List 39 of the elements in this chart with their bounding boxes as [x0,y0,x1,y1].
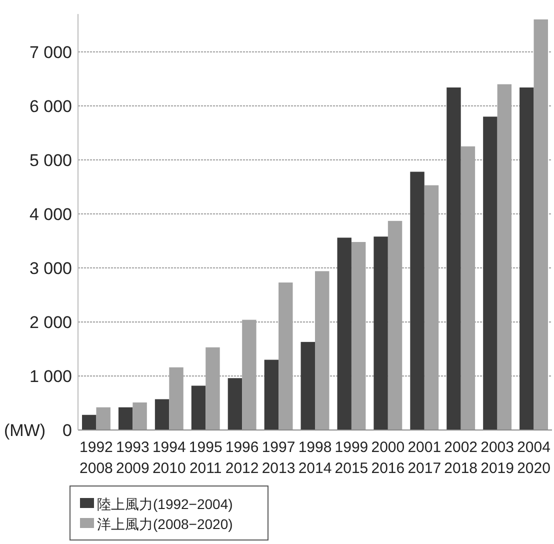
bar [118,407,133,430]
y-tick-label: 3 000 [29,258,72,278]
y-tick-label: 5 000 [29,150,72,170]
bar [228,378,242,430]
x-tick-label: 1995 2011 [188,439,222,477]
bar [374,236,388,430]
bar [96,407,110,430]
x-tick-label: 1992 2008 [80,439,113,477]
x-tick-label: 2000 2016 [371,439,405,477]
x-tick-label: 1994 2010 [152,439,186,477]
x-tick-label: 1997 2013 [262,439,296,477]
bar [191,386,206,430]
legend-label: 陸上風力(1992−2004) [97,496,233,512]
x-tick-label: 2001 2017 [408,439,442,477]
bar [154,399,170,430]
bar [264,360,279,430]
bar [520,87,534,430]
bar [300,342,315,430]
x-tick-label: 2002 2018 [444,439,478,477]
y-tick-label: 6 000 [29,96,72,116]
y-tick-label: 2 000 [29,312,72,332]
y-tick-label: 7 000 [29,42,72,62]
bar [446,87,461,430]
x-tick-label: 1999 2015 [334,439,368,477]
y-tick-label: 4 000 [29,204,72,224]
x-tick-label: 1996 2012 [225,439,259,477]
x-tick-label: 2003 2019 [480,439,514,477]
x-tick-label: 1998 2014 [298,439,332,477]
legend-label: 洋上風力(2008−2020) [97,516,233,532]
y-tick-label: 0 [62,421,72,440]
bar [483,116,498,430]
bar [82,414,96,430]
y-axis-title: (MW) [4,421,46,440]
x-tick-label: 1993 2009 [116,439,150,477]
x-tick-label: 2004 2020 [517,439,550,477]
bar [410,172,424,430]
bar [132,402,147,430]
y-tick-label: 1 000 [29,366,72,386]
bar [337,238,352,430]
